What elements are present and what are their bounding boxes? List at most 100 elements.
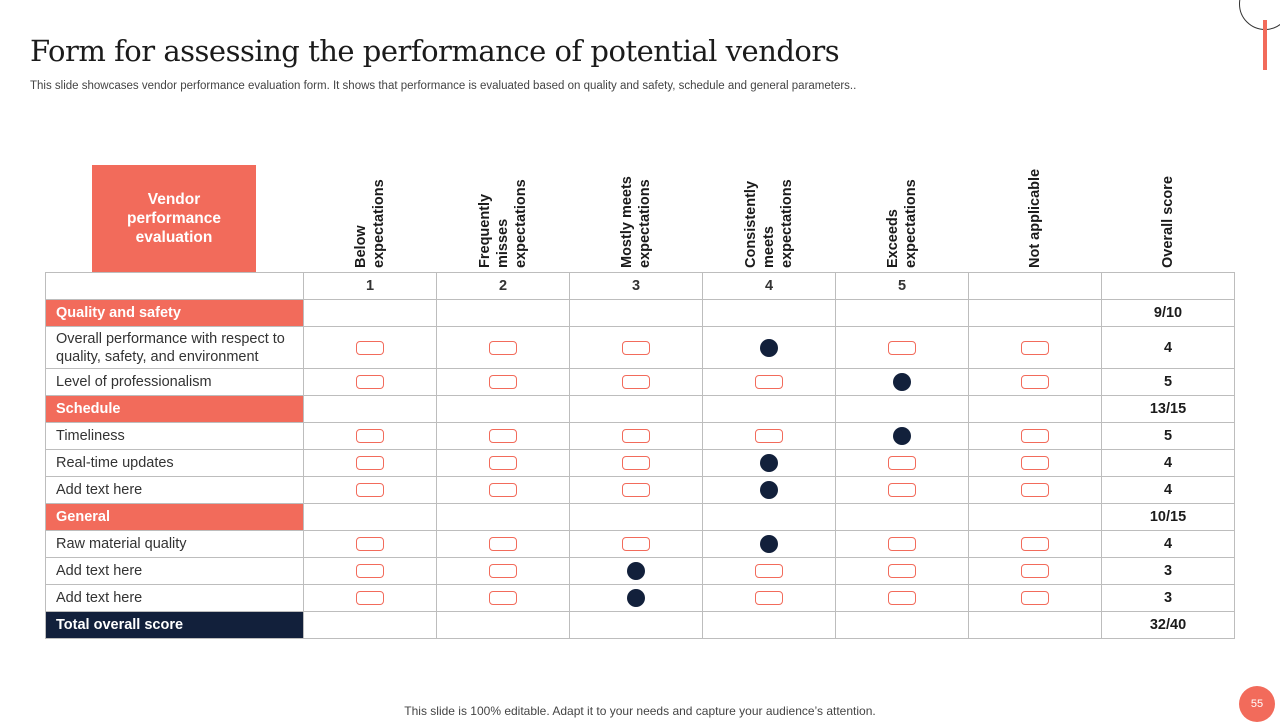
total-score-value: 32/40 — [1101, 611, 1235, 639]
rating-option-box[interactable] — [622, 340, 650, 355]
rating-cell — [968, 557, 1102, 585]
rating-number: 2 — [436, 272, 570, 300]
empty-cell — [569, 395, 703, 423]
rating-selected-dot[interactable] — [760, 454, 778, 472]
rating-selected-dot[interactable] — [893, 427, 911, 445]
empty-cell — [968, 611, 1102, 639]
rating-cell — [702, 368, 836, 396]
rating-option-box[interactable] — [1021, 429, 1049, 444]
empty-cell — [835, 503, 969, 531]
criteria-row: Add text here 4 — [45, 476, 1235, 504]
rating-cell — [303, 368, 437, 396]
rating-option-box[interactable] — [356, 429, 384, 444]
rating-option-box[interactable] — [888, 564, 916, 579]
rating-option-box[interactable] — [356, 375, 384, 390]
rating-option-box[interactable] — [622, 537, 650, 552]
rating-option-box[interactable] — [356, 537, 384, 552]
rating-option-box[interactable] — [1021, 340, 1049, 355]
rating-option-box[interactable] — [1021, 375, 1049, 390]
rating-option-box[interactable] — [1021, 483, 1049, 498]
rating-option-box[interactable] — [755, 429, 783, 444]
evaluation-table: 1 2 3 4 5 Quality and safety 9/10 Overall perfo… — [45, 272, 1235, 639]
rating-option-box[interactable] — [888, 340, 916, 355]
rating-option-box[interactable] — [622, 456, 650, 471]
rating-option-box[interactable] — [489, 591, 517, 606]
decorative-accent-bar — [1263, 20, 1267, 70]
rating-option-box[interactable] — [755, 591, 783, 606]
rating-cell — [835, 584, 969, 612]
empty-cell — [702, 611, 836, 639]
rating-option-box[interactable] — [1021, 591, 1049, 606]
criteria-score: 4 — [1101, 530, 1235, 558]
rating-selected-dot[interactable] — [760, 481, 778, 499]
rating-cell — [303, 476, 437, 504]
rating-option-box[interactable] — [622, 429, 650, 444]
rating-option-box[interactable] — [1021, 456, 1049, 471]
page-title: Form for assessing the performance of po… — [30, 34, 840, 68]
criteria-score: 3 — [1101, 557, 1235, 585]
empty-cell — [569, 503, 703, 531]
rating-cell — [702, 530, 836, 558]
rating-option-box[interactable] — [489, 564, 517, 579]
rating-option-box[interactable] — [888, 483, 916, 498]
rating-option-box[interactable] — [1021, 564, 1049, 579]
empty-cell — [569, 299, 703, 327]
section-row: General 10/15 — [45, 503, 1235, 531]
rating-cell — [303, 449, 437, 477]
rating-option-box[interactable] — [356, 564, 384, 579]
page-subtitle: This slide showcases vendor performance … — [30, 80, 857, 92]
rating-option-box[interactable] — [489, 375, 517, 390]
rating-cell — [835, 422, 969, 450]
rating-number — [968, 272, 1102, 300]
rating-number: 3 — [569, 272, 703, 300]
rating-selected-dot[interactable] — [760, 535, 778, 553]
rating-cell — [968, 368, 1102, 396]
rating-cell — [303, 326, 437, 369]
criteria-label: Timeliness — [45, 422, 304, 450]
rating-option-box[interactable] — [622, 483, 650, 498]
criteria-label: Raw material quality — [45, 530, 304, 558]
rating-option-box[interactable] — [755, 564, 783, 579]
rating-option-box[interactable] — [489, 340, 517, 355]
empty-cell — [436, 299, 570, 327]
section-score: 10/15 — [1101, 503, 1235, 531]
column-header-label: Exceeds expectations — [884, 179, 919, 268]
criteria-score: 4 — [1101, 326, 1235, 369]
rating-cell — [436, 368, 570, 396]
rating-option-box[interactable] — [888, 591, 916, 606]
criteria-row: Add text here 3 — [45, 584, 1235, 612]
rating-option-box[interactable] — [356, 591, 384, 606]
section-title: Schedule — [45, 395, 304, 423]
empty-cell — [303, 395, 437, 423]
rating-option-box[interactable] — [489, 456, 517, 471]
rating-option-box[interactable] — [888, 537, 916, 552]
rating-selected-dot[interactable] — [893, 373, 911, 391]
rating-cell — [968, 449, 1102, 477]
rating-selected-dot[interactable] — [760, 338, 778, 357]
rating-option-box[interactable] — [356, 340, 384, 355]
criteria-label: Add text here — [45, 584, 304, 612]
rating-option-box[interactable] — [356, 483, 384, 498]
empty-cell — [436, 503, 570, 531]
rating-option-box[interactable] — [755, 375, 783, 390]
rating-selected-dot[interactable] — [627, 562, 645, 580]
rating-cell — [702, 557, 836, 585]
page-number-badge: 55 — [1239, 686, 1275, 722]
empty-cell — [702, 503, 836, 531]
rating-cell — [968, 422, 1102, 450]
rating-option-box[interactable] — [622, 375, 650, 390]
rating-option-box[interactable] — [489, 537, 517, 552]
rating-option-box[interactable] — [489, 429, 517, 444]
empty-cell — [968, 395, 1102, 423]
criteria-score: 4 — [1101, 476, 1235, 504]
empty-cell — [968, 503, 1102, 531]
rating-option-box[interactable] — [888, 456, 916, 471]
rating-option-box[interactable] — [489, 483, 517, 498]
footer-note: This slide is 100% editable. Adapt it to… — [404, 704, 876, 718]
rating-selected-dot[interactable] — [627, 589, 645, 607]
rating-option-box[interactable] — [356, 456, 384, 471]
rating-cell — [436, 530, 570, 558]
column-header: Mostly meets expectations — [569, 150, 702, 268]
rating-option-box[interactable] — [1021, 537, 1049, 552]
